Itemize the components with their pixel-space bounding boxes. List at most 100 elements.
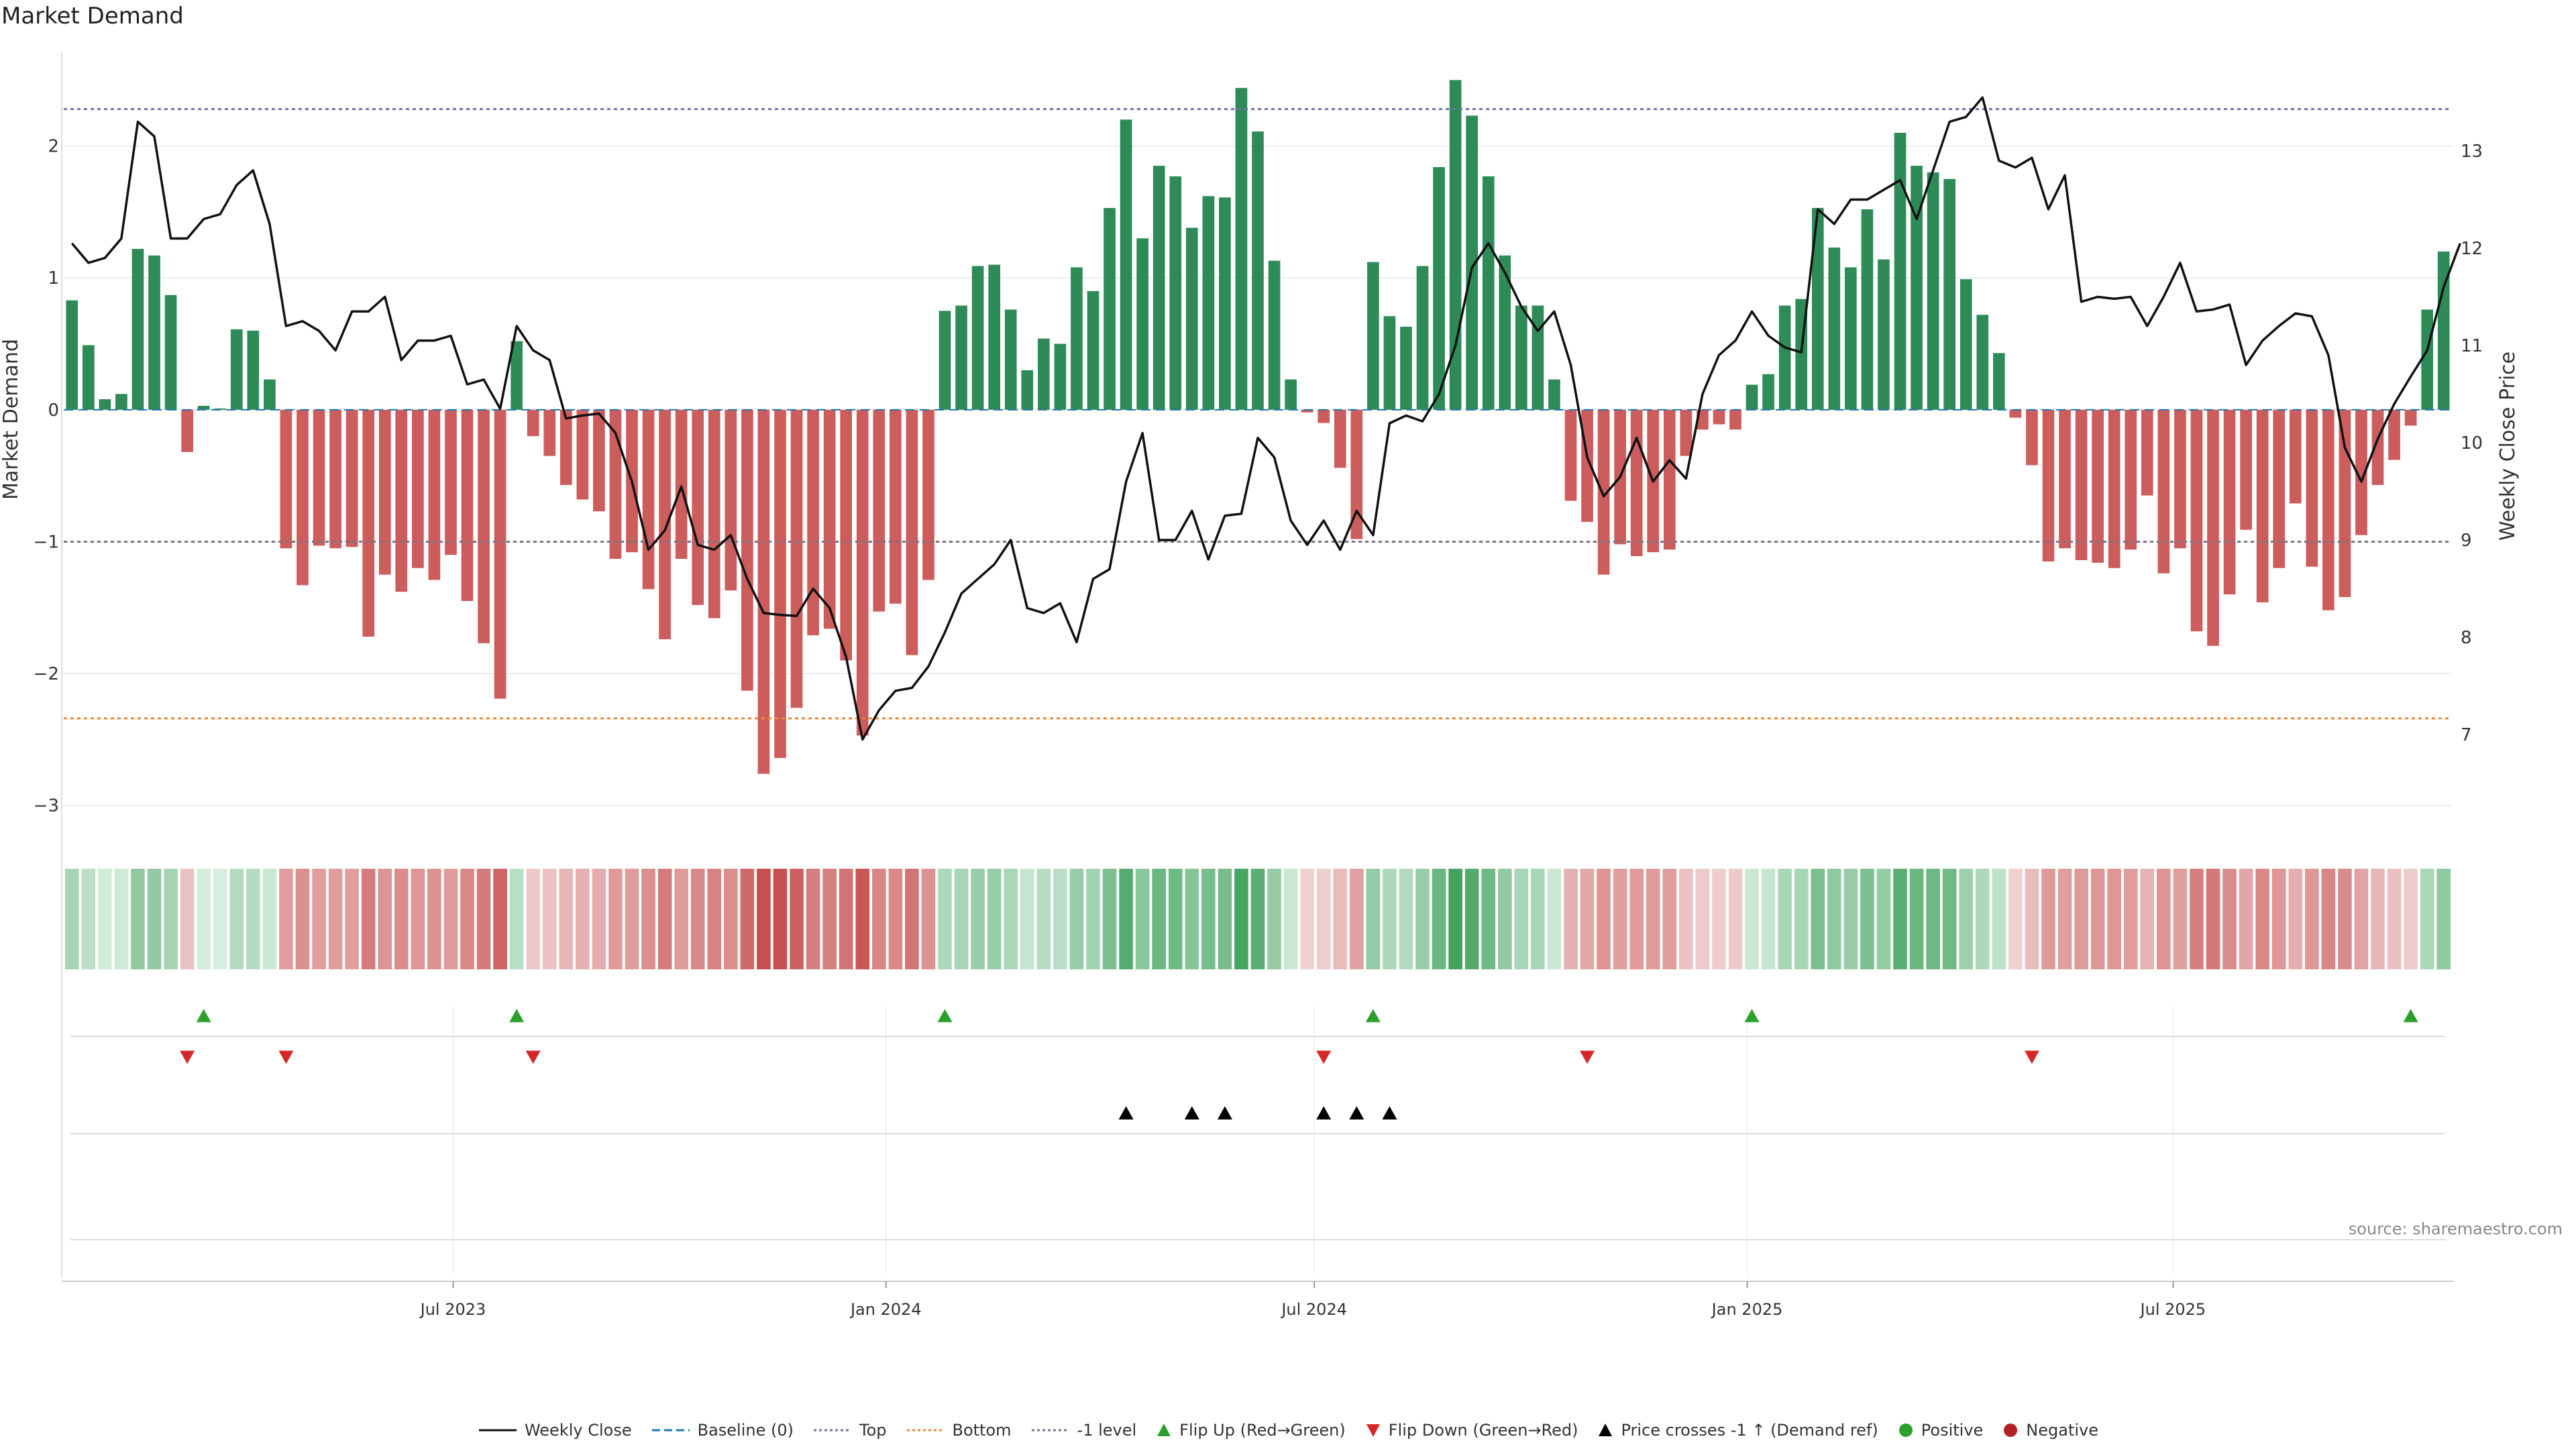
heat-cell [64, 869, 79, 969]
demand-bar [2322, 409, 2334, 610]
heat-cell [131, 869, 145, 969]
weekly-close-series [70, 96, 2461, 741]
demand-bar [1235, 88, 1248, 410]
legend-swatch-bottom [906, 1429, 945, 1432]
flip-down-marker [2024, 1051, 2039, 1064]
heat-cell [411, 869, 425, 969]
demand-bar [692, 409, 704, 605]
legend-label-bottom: Bottom [952, 1421, 1012, 1440]
heat-cell [1843, 869, 1858, 969]
heat-cell [1975, 869, 1990, 969]
heat-cell [657, 869, 672, 969]
y-axis-title: Market Demand [0, 339, 23, 500]
heat-cell [2123, 869, 2138, 969]
heat-cell [559, 869, 574, 969]
demand-bar [329, 409, 341, 549]
demand-bar [906, 409, 918, 655]
demand-bar [1466, 115, 1479, 410]
heat-cell [2239, 869, 2253, 969]
legend-item-cross: Price crosses -1 ↑ (Demand ref) [1597, 1421, 1878, 1440]
demand-bar [576, 409, 589, 500]
demand-bar [511, 341, 523, 410]
heat-cell [2255, 869, 2269, 969]
demand-bar [938, 311, 951, 410]
heat-cell [2107, 869, 2122, 969]
price-cross-marker [1382, 1106, 1397, 1120]
demand-bar [807, 409, 819, 636]
demand-bar [1845, 267, 1857, 410]
heat-cell [2057, 869, 2072, 969]
heat-cell [1383, 869, 1397, 969]
y2-tick-label: 9 [2461, 531, 2472, 551]
demand-bar [955, 305, 967, 410]
demand-bars [66, 80, 2450, 774]
demand-bar [1482, 176, 1495, 410]
y2-tick-label: 10 [2461, 433, 2483, 453]
legend-label-flipdown: Flip Down (Green→Red) [1388, 1421, 1578, 1440]
demand-bar [164, 294, 177, 410]
legend-swatch-minus1 [1031, 1429, 1069, 1432]
demand-bar [345, 409, 358, 547]
demand-bar [1285, 379, 1297, 410]
heat-cell [2140, 869, 2155, 969]
heat-cell [1316, 869, 1331, 969]
heat-cell [2041, 869, 2055, 969]
heat-cell [1646, 869, 1660, 969]
heat-cell [954, 869, 969, 969]
demand-bar [1087, 290, 1099, 410]
heat-cell [839, 869, 853, 969]
demand-bar [2223, 409, 2236, 595]
legend-label-pos: Positive [1921, 1421, 1984, 1440]
heat-cell [180, 869, 195, 969]
heat-cell [1662, 869, 1677, 969]
heat-cell [576, 869, 590, 969]
heat-cell [98, 869, 112, 969]
demand-bar [1943, 178, 1956, 410]
heat-cell [1152, 869, 1167, 969]
heat-cell [509, 869, 524, 969]
legend-item-close: Weekly Close [478, 1421, 632, 1440]
heat-cell [1201, 869, 1216, 969]
flip-up-marker [196, 1009, 211, 1022]
demand-bar [2092, 409, 2104, 563]
heat-cell [1827, 869, 1841, 969]
demand-bar [823, 409, 836, 629]
heat-cell [1020, 869, 1034, 969]
demand-bar [1778, 305, 1791, 410]
heat-cell [1267, 869, 1281, 969]
demand-bar [247, 330, 260, 410]
heat-cell [2271, 869, 2286, 969]
heat-cell [394, 869, 409, 969]
demand-bar [559, 409, 572, 485]
demand-bar [2075, 409, 2088, 560]
demand-bar [428, 409, 441, 580]
heat-cell [460, 869, 474, 969]
demand-bar [543, 409, 556, 456]
demand-bar [1202, 196, 1215, 410]
legend-label-baseline: Baseline (0) [697, 1421, 794, 1440]
demand-bar [1762, 374, 1774, 410]
legend-item-neg: Negative [2002, 1421, 2098, 1440]
y2-tick-label: 12 [2461, 239, 2483, 259]
demand-bar [2042, 409, 2055, 561]
demand-bar [1301, 409, 1313, 413]
heat-cell [1876, 869, 1891, 969]
legend-label-cross: Price crosses -1 ↑ (Demand ref) [1621, 1421, 1878, 1440]
heat-cell [1909, 869, 1924, 969]
demand-bar [2371, 409, 2384, 485]
heat-cell [822, 869, 837, 969]
demand-bar [1828, 248, 1841, 410]
legend-swatch-cross [1599, 1424, 1613, 1436]
demand-bar [1911, 166, 1923, 410]
demand-bar [856, 409, 869, 736]
demand-bar [1383, 316, 1396, 410]
heat-cell [2338, 869, 2352, 969]
heat-cell [971, 869, 985, 969]
heat-cell [2025, 869, 2039, 969]
demand-bar [890, 409, 902, 604]
heat-cell [855, 869, 870, 969]
heat-cell [2074, 869, 2088, 969]
legend: Weekly Close Baseline (0) Top Bottom -1 leve… [0, 1421, 2576, 1443]
demand-bar [1564, 409, 1577, 501]
heat-cell [938, 869, 952, 969]
